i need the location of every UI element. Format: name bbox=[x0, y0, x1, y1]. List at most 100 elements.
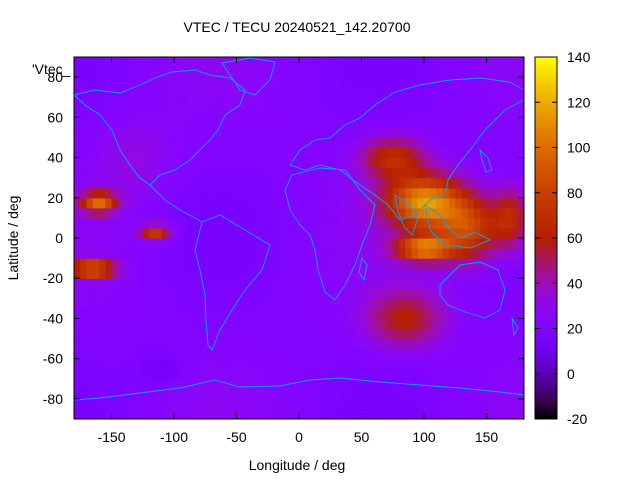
heatmap-cell bbox=[292, 288, 300, 299]
heatmap-cell bbox=[299, 217, 306, 229]
heatmap-cell bbox=[111, 358, 119, 370]
heatmap-cell bbox=[461, 227, 469, 239]
heatmap-cell bbox=[174, 388, 181, 400]
heatmap-cell bbox=[286, 308, 294, 320]
heatmap-cell bbox=[136, 97, 144, 108]
heatmap-cell bbox=[230, 248, 238, 259]
heatmap-cell bbox=[80, 177, 88, 189]
heatmap-cell bbox=[317, 368, 325, 380]
heatmap-cell bbox=[192, 338, 200, 350]
heatmap-cell bbox=[80, 408, 88, 419]
heatmap-cell bbox=[74, 77, 81, 88]
heatmap-cell bbox=[155, 117, 163, 128]
heatmap-cell bbox=[167, 298, 175, 309]
heatmap-cell bbox=[480, 177, 488, 189]
heatmap-cell bbox=[167, 378, 175, 390]
heatmap-cell bbox=[436, 227, 444, 239]
heatmap-cell bbox=[424, 248, 431, 259]
heatmap-cell bbox=[430, 147, 438, 159]
heatmap-cell bbox=[467, 107, 475, 118]
heatmap-cell bbox=[461, 278, 469, 289]
heatmap-cell bbox=[174, 197, 181, 209]
heatmap-cell bbox=[105, 57, 113, 68]
heatmap-cell bbox=[361, 177, 369, 189]
heatmap-cell bbox=[224, 147, 231, 159]
heatmap-cell bbox=[486, 227, 494, 239]
heatmap-cell bbox=[130, 268, 138, 279]
heatmap-cell bbox=[349, 127, 356, 139]
heatmap-cell bbox=[299, 227, 306, 239]
heatmap-cell bbox=[211, 57, 219, 68]
heatmap-cell bbox=[355, 308, 363, 320]
heatmap-cell bbox=[486, 187, 494, 199]
heatmap-cell bbox=[330, 127, 338, 139]
heatmap-cell bbox=[267, 238, 275, 249]
heatmap-cell bbox=[311, 238, 319, 249]
heatmap-cell bbox=[449, 87, 456, 98]
heatmap-cell bbox=[161, 308, 169, 320]
heatmap-cell bbox=[167, 368, 175, 380]
heatmap-cell bbox=[449, 177, 456, 189]
heatmap-cell bbox=[386, 87, 394, 98]
heatmap-cell bbox=[92, 207, 100, 219]
heatmap-cell bbox=[149, 318, 156, 330]
heatmap-cell bbox=[461, 77, 469, 88]
heatmap-cell bbox=[480, 328, 488, 340]
heatmap-cell bbox=[424, 217, 431, 229]
heatmap-cell bbox=[411, 258, 419, 269]
heatmap-cell bbox=[242, 77, 250, 88]
heatmap-cell bbox=[199, 338, 206, 350]
heatmap-cell bbox=[267, 157, 275, 169]
heatmap-cell bbox=[155, 268, 163, 279]
heatmap-cell bbox=[505, 268, 513, 279]
heatmap-cell bbox=[436, 57, 444, 68]
heatmap-cell bbox=[205, 268, 213, 279]
heatmap-cell bbox=[142, 117, 150, 128]
heatmap-cell bbox=[92, 147, 100, 159]
heatmap-cell bbox=[117, 338, 125, 350]
heatmap-cell bbox=[417, 177, 425, 189]
heatmap-cell bbox=[342, 248, 350, 259]
heatmap-cell bbox=[361, 398, 369, 410]
heatmap-cell bbox=[105, 318, 113, 330]
heatmap-cell bbox=[174, 288, 181, 299]
heatmap-cell bbox=[355, 97, 363, 108]
heatmap-cell bbox=[449, 288, 456, 299]
heatmap-cell bbox=[255, 328, 263, 340]
heatmap-cell bbox=[80, 338, 88, 350]
heatmap-cell bbox=[86, 308, 94, 320]
heatmap-cell bbox=[142, 268, 150, 279]
heatmap-cell bbox=[405, 227, 413, 239]
heatmap-cell bbox=[349, 268, 356, 279]
heatmap-cell bbox=[405, 308, 413, 320]
heatmap-cell bbox=[199, 77, 206, 88]
heatmap-cell bbox=[467, 358, 475, 370]
heatmap-cell bbox=[249, 197, 256, 209]
heatmap-cell bbox=[361, 217, 369, 229]
heatmap-cell bbox=[392, 278, 400, 289]
heatmap-cell bbox=[161, 288, 169, 299]
heatmap-cell bbox=[405, 147, 413, 159]
heatmap-cell bbox=[342, 117, 350, 128]
heatmap-cell bbox=[505, 107, 513, 118]
heatmap-cell bbox=[161, 408, 169, 419]
heatmap-cell bbox=[480, 207, 488, 219]
heatmap-cell bbox=[149, 97, 156, 108]
heatmap-cell bbox=[324, 358, 331, 370]
heatmap-cell bbox=[305, 268, 313, 279]
heatmap-cell bbox=[105, 187, 113, 199]
heatmap-cell bbox=[367, 157, 375, 169]
heatmap-cell bbox=[186, 378, 194, 390]
heatmap-cell bbox=[392, 248, 400, 259]
heatmap-cell bbox=[405, 328, 413, 340]
heatmap-cell bbox=[386, 408, 394, 419]
heatmap-cell bbox=[136, 378, 144, 390]
heatmap-cell bbox=[249, 97, 256, 108]
heatmap-cell bbox=[249, 288, 256, 299]
heatmap-cell bbox=[367, 308, 375, 320]
heatmap-cell bbox=[361, 107, 369, 118]
heatmap-cell bbox=[380, 328, 388, 340]
heatmap-cell bbox=[261, 368, 269, 380]
heatmap-cell bbox=[217, 268, 225, 279]
heatmap-cell bbox=[342, 348, 350, 360]
